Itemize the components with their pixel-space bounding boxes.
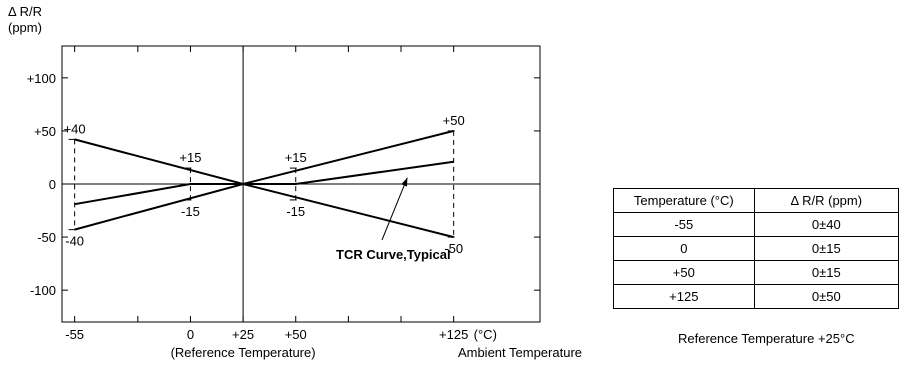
point-label: -40: [65, 234, 84, 249]
cell-delta-r: 0±50: [753, 284, 899, 309]
y-tick-label: 0: [49, 177, 56, 192]
table-row: +125 0±50: [613, 284, 899, 309]
cell-delta-r: 0±15: [753, 236, 899, 261]
x-tick-label: 0: [187, 327, 194, 342]
point-label: -15: [286, 204, 305, 219]
point-label: +15: [179, 150, 201, 165]
y-axis-unit: (ppm): [8, 20, 42, 35]
x-axis-title: Ambient Temperature: [458, 345, 582, 360]
tcr-table: Temperature (°C) Δ R/R (ppm) -55 0±40 0 …: [613, 188, 899, 309]
point-label: +15: [285, 150, 307, 165]
series-line-3: [74, 160, 454, 206]
table-row: +50 0±15: [613, 260, 899, 285]
y-tick-label: +50: [34, 124, 56, 139]
series-line-2: [74, 182, 454, 239]
annotation-arrow: [381, 177, 408, 241]
x-tick-label: +125: [439, 327, 468, 342]
table-row: -55 0±40: [613, 212, 899, 237]
point-label: +50: [443, 113, 465, 128]
cell-temperature: +50: [613, 260, 755, 285]
cell-temperature: -55: [613, 212, 755, 237]
cell-temperature: +125: [613, 284, 755, 309]
table-row: 0 0±15: [613, 236, 899, 261]
y-axis-title: Δ R/R: [8, 4, 42, 19]
point-label: +40: [64, 121, 86, 136]
header-temperature: Temperature (°C): [613, 188, 755, 213]
cell-temperature: 0: [613, 236, 755, 261]
annotation-arrowhead: [401, 177, 408, 187]
header-delta-r: Δ R/R (ppm): [753, 188, 899, 213]
annotation-label: TCR Curve,Typical: [336, 247, 451, 262]
reference-caption: (Reference Temperature): [171, 345, 316, 360]
table-header-row: Temperature (°C) Δ R/R (ppm): [613, 188, 899, 213]
x-tick-label: +50: [285, 327, 307, 342]
x-unit-label: (°C): [474, 327, 497, 342]
series-line-1: [74, 129, 454, 186]
cell-delta-r: 0±40: [753, 212, 899, 237]
point-label: -50: [444, 241, 463, 256]
tcr-chart: Δ R/R (ppm) +100 +50 0 -50 -100 -55 0 +25 +50 +1…: [8, 4, 582, 360]
x-tick-label: -55: [65, 327, 84, 342]
y-tick-label: +100: [27, 71, 56, 86]
point-label: -15: [181, 204, 200, 219]
y-tick-label: -50: [37, 230, 56, 245]
y-tick-label: -100: [30, 283, 56, 298]
x-tick-label: +25: [232, 327, 254, 342]
cell-delta-r: 0±15: [753, 260, 899, 285]
reference-note: Reference Temperature +25°C: [678, 331, 855, 346]
